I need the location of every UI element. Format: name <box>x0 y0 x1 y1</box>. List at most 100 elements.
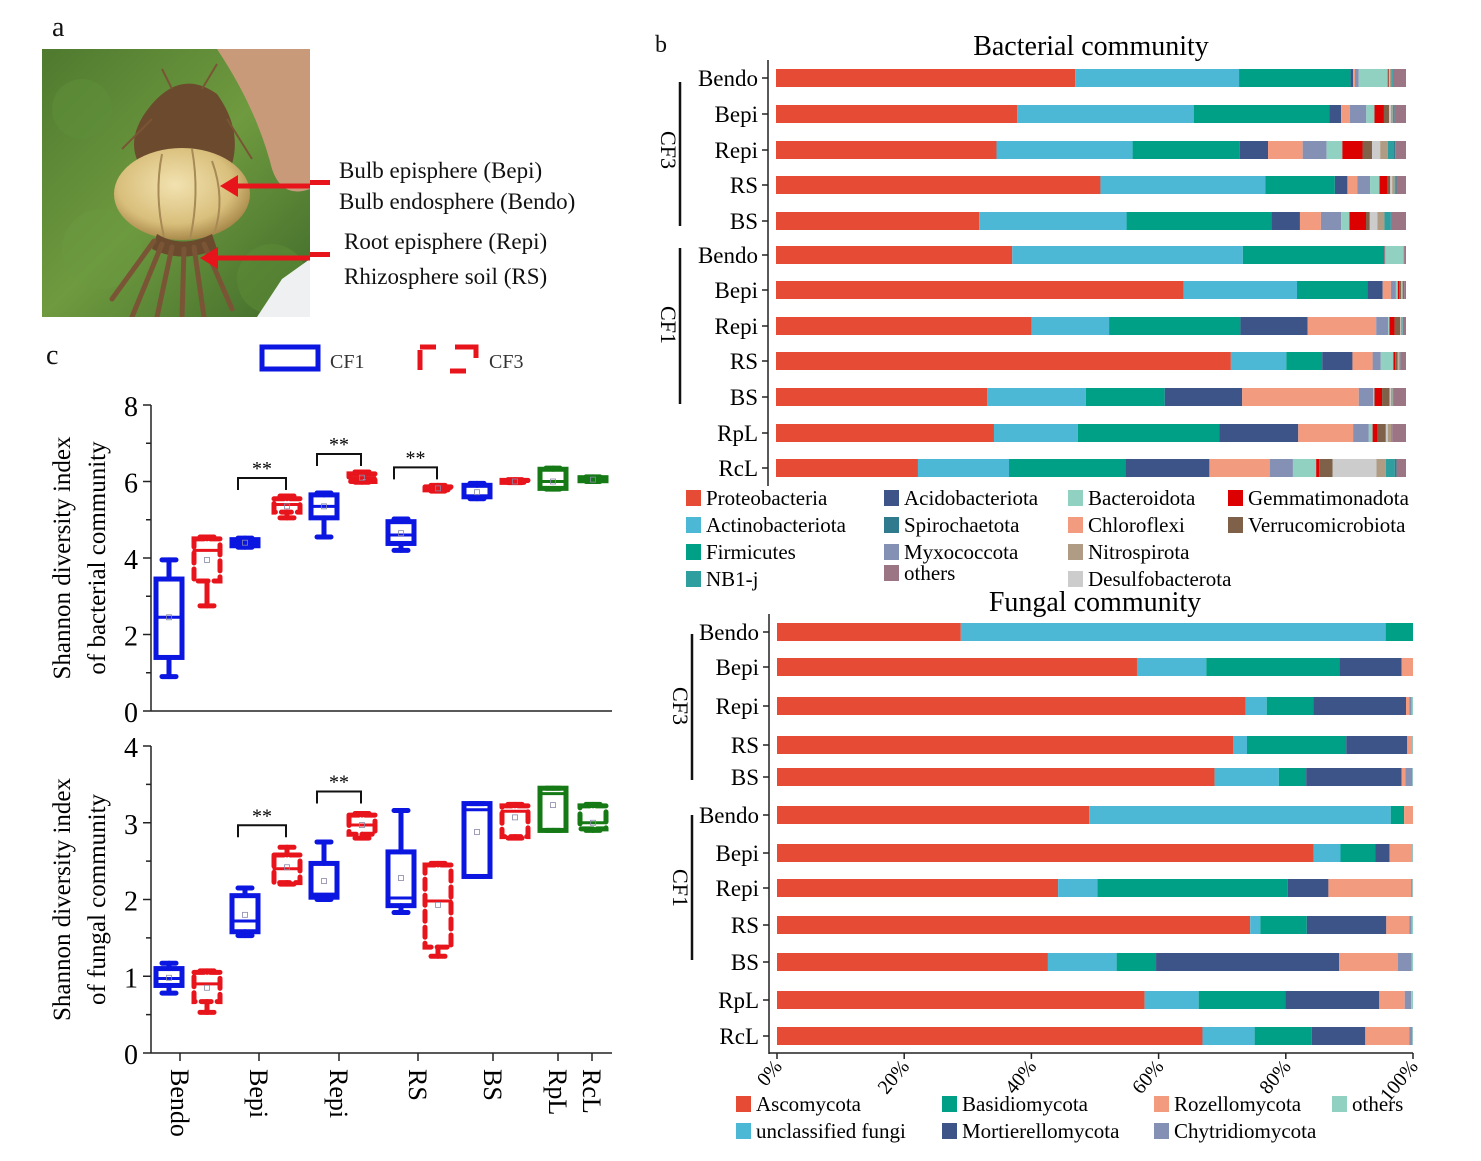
bar-segment-myxococcota <box>1385 246 1386 264</box>
bar-segment-bacteroidota <box>1292 459 1317 477</box>
bar-segment-desulfobacterota <box>1389 388 1391 406</box>
bar-segment-mortierellomycota <box>1311 1027 1366 1045</box>
y-axis-label: of fungal community <box>84 793 111 1005</box>
legend-label: Nitrospirota <box>1088 540 1190 564</box>
bar-segment-gemmatimonadota <box>1316 459 1320 477</box>
category-label: Bendo <box>699 803 759 828</box>
bar-segment-proteobacteria <box>776 388 988 406</box>
box-rs-cf3 <box>422 482 454 494</box>
category-label: BS <box>731 765 759 790</box>
y-tick-label: 8 <box>124 392 138 423</box>
mean-marker <box>550 478 556 485</box>
bar-segment-firmicutes <box>1009 459 1126 477</box>
bar-segment-bacteroidota <box>1358 69 1388 87</box>
significance-label: ** <box>329 772 349 794</box>
legend-swatch-bacteroidota <box>1068 490 1083 506</box>
bar-segment-nb1-j <box>1392 388 1394 406</box>
bar-segment-rozellomycota <box>1386 916 1410 934</box>
bar-segment-chloroflexi <box>1347 176 1358 194</box>
bar-segment-rozellomycota <box>1406 697 1410 715</box>
annotation-bendo: Bulb endosphere (Bendo) <box>339 189 576 214</box>
box-rs-cf1 <box>385 516 417 553</box>
bar-segment-desulfobacterota <box>1390 176 1393 194</box>
bar-segment-acidobacteriota <box>1271 212 1300 230</box>
bar-segment-firmicutes <box>1126 212 1272 230</box>
mean-marker <box>284 864 290 871</box>
box-bs-cf3 <box>499 477 531 486</box>
bar-segment-firmicutes <box>1242 246 1384 264</box>
bar-segment-spirochaetota <box>1394 141 1396 159</box>
box-bendo-cf3 <box>191 534 223 609</box>
bar-segment-actinobacteriota <box>993 424 1078 442</box>
bar-segment-ascomycota <box>777 844 1314 862</box>
legend-label-cf3: CF3 <box>489 351 523 373</box>
legend-label: Myxococcota <box>904 540 1019 564</box>
panel-label-c: c <box>46 340 59 371</box>
mean-marker <box>166 974 172 981</box>
category-label: BS <box>730 209 758 234</box>
bar-segment-chloroflexi <box>1298 424 1354 442</box>
chart-title-bacterial: Bacterial community <box>973 31 1209 62</box>
bar-segment-others <box>1411 953 1413 971</box>
bar-segment-basidiomycota <box>1247 736 1347 754</box>
category-label: Bepi <box>716 841 759 866</box>
bar-segment-proteobacteria <box>776 105 1018 123</box>
bar-segment-acidobacteriota <box>1164 388 1243 406</box>
arrow-root-tail <box>310 252 330 257</box>
bar-segment-chloroflexi <box>1307 317 1377 335</box>
bar-segment-basidiomycota <box>1254 1027 1312 1045</box>
bar-segment-unclassified-fungi <box>1245 697 1267 715</box>
legend-swatch-nitrospirota <box>1068 544 1083 560</box>
legend-swatch-proteobacteria <box>686 490 701 506</box>
bar-segment-firmicutes <box>1132 141 1240 159</box>
bar-segment-others <box>1404 246 1406 264</box>
bar-segment-ascomycota <box>777 1027 1203 1045</box>
group-label-cf1: CF1 <box>668 869 693 907</box>
mean-marker <box>359 822 365 828</box>
legend-swatch-firmicutes <box>686 544 701 560</box>
legend-label: unclassified fungi <box>756 1119 906 1143</box>
bar-segment-verrucomicrobiota <box>1383 105 1389 123</box>
bar-segment-acidobacteriota <box>1125 459 1210 477</box>
bar-segment-chloroflexi <box>1341 105 1350 123</box>
bar-segment-chytridiomycota <box>1409 1027 1413 1045</box>
bar-segment-nitrospirota <box>1390 388 1393 406</box>
bar-segment-ascomycota <box>777 736 1234 754</box>
bar-segment-myxococcota <box>1376 317 1389 335</box>
bar-segment-nitrospirota <box>1400 317 1403 335</box>
bar-segment-unclassified-fungi <box>1047 953 1117 971</box>
mean-marker <box>398 530 404 537</box>
box-repi-cf1 <box>308 839 340 902</box>
mean-marker <box>204 557 210 563</box>
significance-label: ** <box>406 447 426 469</box>
legend-label: others <box>1352 1092 1403 1116</box>
box-rpl-cf <box>537 785 569 833</box>
bar-segment-others <box>1395 141 1406 159</box>
box-body <box>422 862 454 950</box>
annotation-repi: Root episphere (Repi) <box>344 229 548 254</box>
bar-segment-mortierellomycota <box>1285 991 1380 1009</box>
bar-segment-actinobacteriota <box>1230 352 1287 370</box>
bar-segment-desulfobacterota <box>1397 352 1399 370</box>
bar-segment-unclassified-fungi <box>1089 806 1391 824</box>
bar-segment-proteobacteria <box>776 141 997 159</box>
bar-segment-nitrospirota <box>1398 352 1400 370</box>
significance-bracket <box>316 452 362 466</box>
bar-segment-bacteroidota <box>1385 246 1404 264</box>
bar-segment-others <box>1412 844 1413 862</box>
legend-label: others <box>904 561 955 585</box>
bar-segment-mortierellomycota <box>1346 736 1408 754</box>
bar-segment-verrucomicrobiota <box>1395 352 1398 370</box>
legend-swatch-basidiomycota <box>942 1096 957 1112</box>
group-label-cf1: CF1 <box>656 306 681 344</box>
category-label: RS <box>730 173 758 198</box>
bar-segment-unclassified-fungi <box>1313 844 1341 862</box>
bar-segment-basidiomycota <box>1097 879 1288 897</box>
bar-segment-firmicutes <box>1193 105 1330 123</box>
bar-segment-others <box>1412 879 1413 897</box>
bar-segment-actinobacteriota <box>1100 176 1266 194</box>
bar-segment-myxococcota <box>1357 176 1371 194</box>
box-body <box>191 969 223 1005</box>
bar-segment-bacteroidota <box>1341 212 1350 230</box>
bar-segment-myxococcota <box>1349 105 1367 123</box>
